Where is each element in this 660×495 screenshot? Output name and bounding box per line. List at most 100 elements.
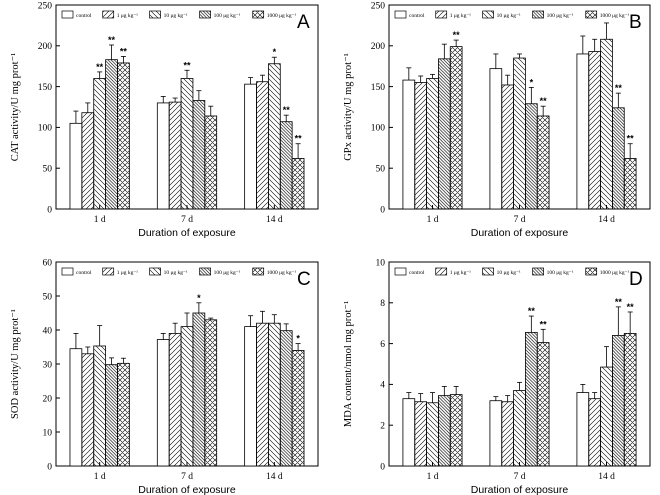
legend: control 1 μg kg⁻¹ 10 μg kg⁻¹ 100 μg kg⁻¹ 100… bbox=[61, 10, 297, 19]
bar bbox=[180, 326, 194, 467]
x-tick-label: 14 d bbox=[266, 472, 283, 482]
bar bbox=[536, 115, 550, 210]
y-tick-label: 0 bbox=[47, 205, 52, 215]
bar bbox=[267, 322, 281, 467]
legend-label: 100 μg kg⁻¹ bbox=[547, 13, 574, 19]
legend-swatch bbox=[482, 267, 494, 276]
y-tick-label: 150 bbox=[38, 83, 53, 93]
y-tick-label: 100 bbox=[38, 124, 53, 134]
bar bbox=[588, 51, 601, 210]
y-tick-label: 200 bbox=[38, 42, 53, 52]
bar bbox=[267, 63, 281, 210]
legend-swatch bbox=[532, 267, 544, 276]
legend-swatch bbox=[199, 267, 211, 276]
legend-label: 1000 μg kg⁻¹ bbox=[267, 270, 297, 276]
bar bbox=[588, 398, 601, 467]
bar bbox=[81, 112, 95, 210]
legend-swatch bbox=[102, 10, 115, 19]
bar bbox=[426, 78, 439, 210]
bar bbox=[180, 78, 194, 210]
y-tick-label: 250 bbox=[371, 1, 386, 11]
bar bbox=[192, 100, 206, 210]
bar bbox=[513, 57, 526, 210]
bar bbox=[256, 322, 269, 467]
significance-mark: ** bbox=[528, 306, 536, 316]
y-tick-label: 200 bbox=[371, 42, 386, 52]
y-axis-label: CAT activity/U mg prot⁻¹ bbox=[10, 53, 21, 162]
x-tick-label: 1 d bbox=[427, 472, 439, 482]
x-axis-label: Duration of exposure bbox=[138, 227, 236, 239]
legend-label: 1 μg kg⁻¹ bbox=[450, 13, 472, 19]
legend-swatch bbox=[585, 267, 598, 276]
legend: control 1 μg kg⁻¹ 10 μg kg⁻¹ 100 μg kg⁻¹ 100… bbox=[394, 267, 630, 276]
bar bbox=[402, 398, 416, 467]
x-tick-label: 7 d bbox=[514, 472, 526, 482]
y-axis-label: GPx activity/U mg prot⁻¹ bbox=[343, 53, 354, 161]
bar bbox=[93, 345, 107, 467]
y-tick-label: 6 bbox=[380, 340, 385, 350]
significance-mark: ** bbox=[615, 83, 623, 93]
panel-letter: C bbox=[297, 269, 311, 290]
y-tick-label: 100 bbox=[371, 124, 386, 134]
y-tick-label: 10 bbox=[43, 428, 53, 438]
x-tick-label: 14 d bbox=[266, 215, 283, 225]
significance-mark: * bbox=[530, 77, 534, 87]
y-tick-label: 0 bbox=[380, 205, 385, 215]
significance-mark: ** bbox=[540, 96, 548, 106]
bar bbox=[576, 53, 590, 210]
legend-label: control bbox=[76, 13, 92, 19]
bar bbox=[501, 84, 514, 210]
bar bbox=[612, 335, 625, 467]
significance-mark: ** bbox=[627, 302, 635, 312]
bar bbox=[156, 339, 170, 467]
bar bbox=[525, 103, 538, 210]
y-tick-label: 40 bbox=[43, 326, 53, 336]
bar bbox=[69, 122, 83, 210]
y-tick-label: 50 bbox=[43, 292, 53, 302]
legend-label: 100 μg kg⁻¹ bbox=[214, 270, 241, 276]
y-tick-label: 8 bbox=[380, 299, 385, 309]
legend-label: control bbox=[409, 13, 425, 19]
bar bbox=[279, 121, 293, 210]
legend: control 1 μg kg⁻¹ 10 μg kg⁻¹ 100 μg kg⁻¹ 100… bbox=[61, 267, 297, 276]
bar bbox=[489, 68, 503, 210]
panel-letter: A bbox=[297, 12, 310, 33]
significance-mark: ** bbox=[627, 134, 635, 144]
x-tick-label: 1 d bbox=[94, 472, 106, 482]
bar bbox=[105, 59, 118, 210]
bar bbox=[576, 392, 590, 467]
bar bbox=[449, 46, 463, 210]
bar bbox=[402, 79, 416, 210]
bar bbox=[279, 330, 293, 467]
bar bbox=[623, 158, 637, 210]
legend-label: control bbox=[409, 270, 425, 276]
x-tick-label: 14 d bbox=[598, 215, 615, 225]
bar bbox=[426, 402, 439, 467]
panel-letter: D bbox=[629, 269, 643, 290]
legend: control 1 μg kg⁻¹ 10 μg kg⁻¹ 100 μg kg⁻¹ 100… bbox=[394, 10, 630, 19]
bar bbox=[93, 78, 107, 210]
y-tick-label: 50 bbox=[43, 165, 53, 175]
bar bbox=[414, 82, 427, 210]
y-tick-label: 2 bbox=[380, 422, 385, 432]
bar bbox=[105, 364, 118, 467]
legend-label: 100 μg kg⁻¹ bbox=[547, 270, 574, 276]
legend-label: 10 μg kg⁻¹ bbox=[497, 270, 521, 276]
significance-mark: ** bbox=[120, 46, 128, 56]
significance-mark: ** bbox=[96, 62, 104, 72]
y-tick-label: 0 bbox=[380, 462, 385, 472]
bar bbox=[244, 83, 257, 210]
significance-mark: ** bbox=[108, 35, 116, 45]
bar bbox=[525, 331, 538, 467]
legend-swatch bbox=[149, 10, 161, 19]
bar bbox=[536, 342, 550, 467]
bar bbox=[623, 332, 637, 467]
significance-mark: * bbox=[197, 293, 201, 303]
legend-label: 1000 μg kg⁻¹ bbox=[267, 13, 297, 19]
legend-swatch bbox=[149, 267, 161, 276]
legend-label: 1 μg kg⁻¹ bbox=[117, 13, 139, 19]
y-tick-label: 0 bbox=[47, 462, 52, 472]
